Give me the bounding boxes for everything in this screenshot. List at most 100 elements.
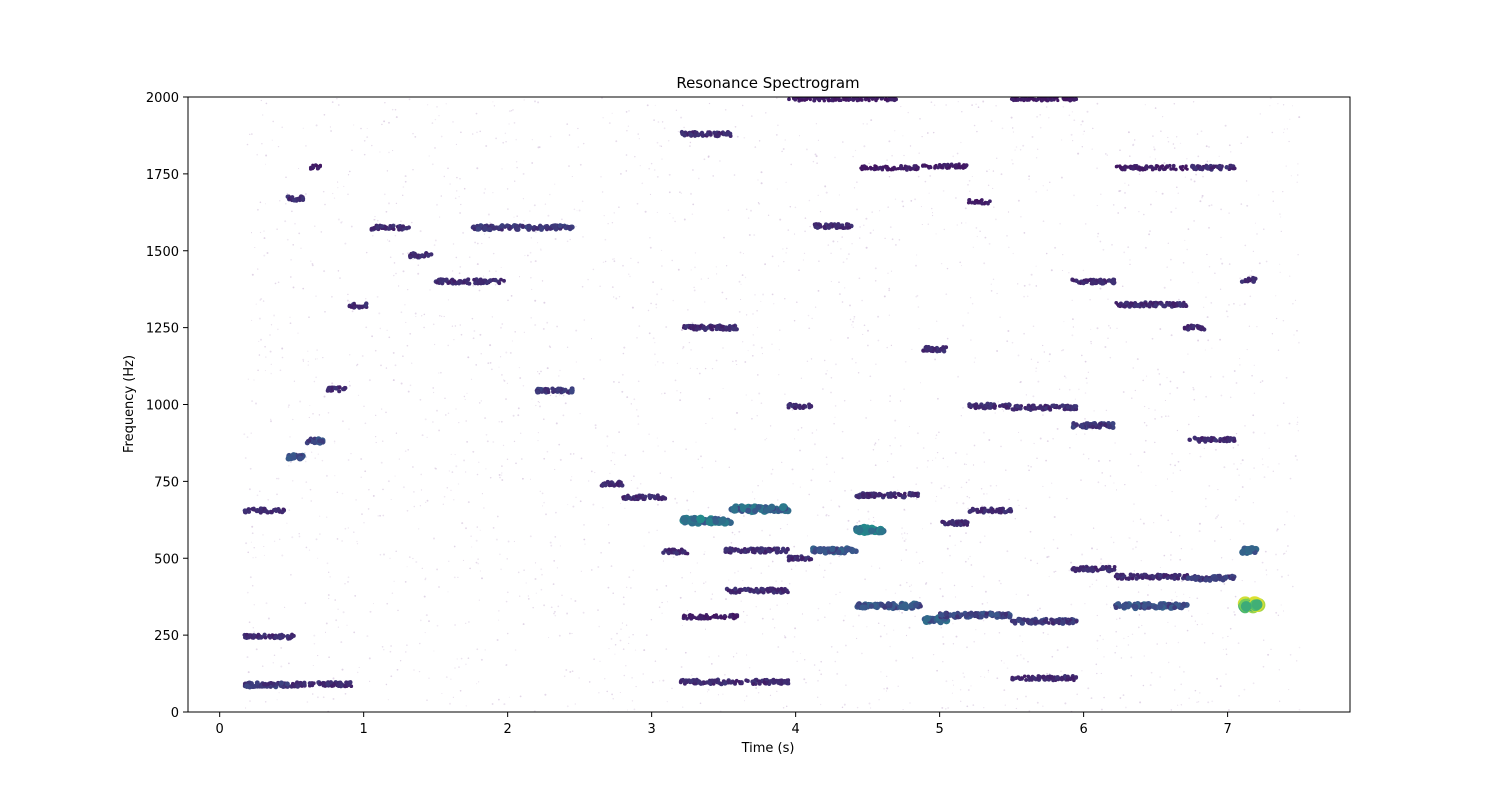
faint-point xyxy=(899,497,901,500)
faint-point xyxy=(298,232,301,235)
resonance-point xyxy=(766,548,771,553)
faint-point xyxy=(1187,228,1190,230)
faint-point xyxy=(906,533,908,535)
faint-point xyxy=(886,633,888,635)
faint-point xyxy=(260,297,263,300)
resonance-point xyxy=(778,549,784,555)
faint-point xyxy=(889,395,891,397)
faint-point xyxy=(271,139,273,141)
faint-point xyxy=(943,484,946,487)
faint-point xyxy=(324,203,326,206)
faint-point xyxy=(987,669,990,672)
faint-point xyxy=(654,364,656,366)
faint-point xyxy=(1170,211,1173,213)
resonance-point xyxy=(290,195,295,200)
faint-point xyxy=(1082,269,1085,272)
resonance-point xyxy=(938,612,945,618)
faint-point xyxy=(1222,375,1225,378)
faint-point xyxy=(733,174,736,176)
faint-point xyxy=(1002,410,1005,412)
faint-point xyxy=(690,572,692,574)
resonance-point xyxy=(667,547,671,552)
faint-point xyxy=(1006,550,1009,553)
faint-point xyxy=(781,461,783,464)
faint-point xyxy=(419,505,422,507)
faint-point xyxy=(457,483,460,485)
faint-point xyxy=(962,407,964,409)
faint-point xyxy=(963,463,966,465)
resonance-point xyxy=(768,679,773,684)
faint-point xyxy=(340,221,343,224)
faint-point xyxy=(1176,429,1179,432)
faint-point xyxy=(1019,635,1021,637)
faint-point xyxy=(583,524,585,526)
faint-point xyxy=(515,161,518,163)
resonance-point xyxy=(1073,404,1079,409)
faint-point xyxy=(901,611,904,614)
faint-point xyxy=(281,554,284,557)
faint-point xyxy=(788,582,791,585)
faint-point xyxy=(542,505,544,507)
faint-point xyxy=(483,507,485,509)
resonance-point xyxy=(1060,675,1064,680)
faint-point xyxy=(1035,157,1038,159)
faint-point xyxy=(970,685,972,687)
faint-point xyxy=(309,404,311,407)
faint-point xyxy=(618,206,620,209)
resonance-point xyxy=(483,278,488,283)
faint-point xyxy=(1170,258,1172,261)
faint-point xyxy=(1219,288,1222,290)
faint-point xyxy=(1261,561,1264,564)
resonance-point xyxy=(295,684,300,689)
faint-point xyxy=(1270,648,1272,651)
faint-point xyxy=(869,375,872,378)
faint-point xyxy=(371,335,373,338)
faint-point xyxy=(829,602,831,605)
faint-point xyxy=(304,602,307,604)
faint-point xyxy=(1084,392,1087,394)
faint-point xyxy=(672,217,674,219)
faint-point xyxy=(943,228,945,231)
faint-point xyxy=(1109,606,1112,608)
faint-point xyxy=(1240,142,1242,145)
faint-point xyxy=(751,354,754,357)
faint-point xyxy=(694,252,697,254)
faint-point xyxy=(1258,262,1261,265)
faint-point xyxy=(757,485,759,487)
faint-point xyxy=(452,121,454,123)
faint-point xyxy=(982,619,985,622)
faint-point xyxy=(335,619,338,622)
faint-point xyxy=(371,144,373,147)
faint-point xyxy=(511,340,513,342)
faint-point xyxy=(413,669,415,671)
faint-point xyxy=(649,246,652,249)
faint-point xyxy=(485,468,487,470)
faint-point xyxy=(1220,236,1222,239)
faint-point xyxy=(449,183,451,185)
faint-point xyxy=(777,646,780,648)
faint-point xyxy=(613,381,615,383)
faint-point xyxy=(1107,563,1110,566)
faint-point xyxy=(1143,421,1146,424)
faint-point xyxy=(844,615,846,617)
faint-point xyxy=(1024,557,1027,559)
resonance-point xyxy=(873,167,878,171)
resonance-point xyxy=(447,280,452,285)
faint-point xyxy=(1073,119,1076,122)
faint-point xyxy=(529,478,532,480)
faint-point xyxy=(548,637,550,639)
faint-point xyxy=(682,347,684,350)
faint-point xyxy=(425,614,428,617)
resonance-point xyxy=(775,588,780,593)
faint-point xyxy=(1252,414,1255,417)
resonance-point xyxy=(684,679,690,685)
faint-point xyxy=(1179,142,1182,144)
faint-point xyxy=(1129,155,1131,157)
resonance-point xyxy=(493,277,498,283)
faint-point xyxy=(983,707,985,709)
faint-point xyxy=(460,333,463,336)
faint-point xyxy=(577,146,579,148)
faint-point xyxy=(671,687,673,690)
resonance-point xyxy=(818,222,822,227)
faint-point xyxy=(1282,553,1285,555)
